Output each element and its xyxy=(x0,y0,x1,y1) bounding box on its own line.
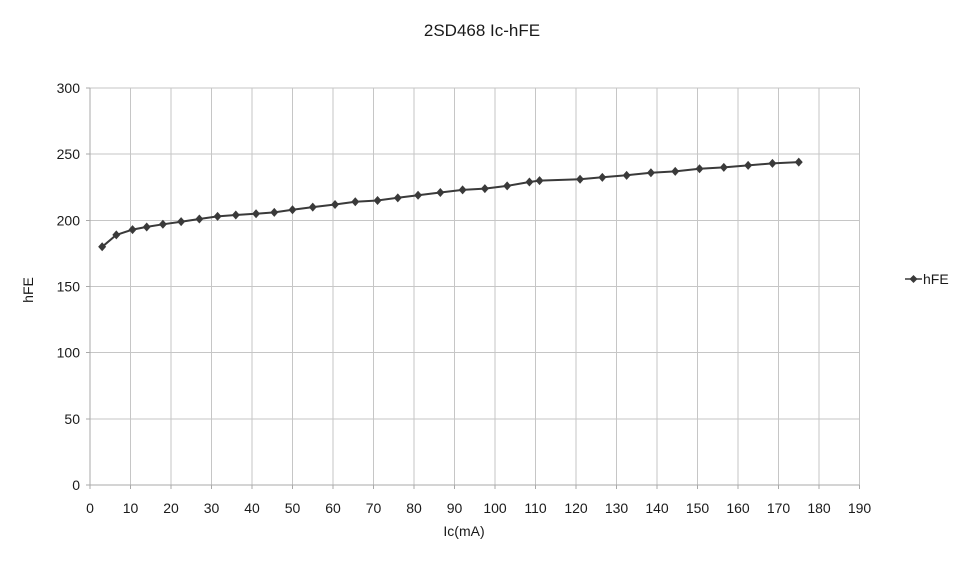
data-point-marker xyxy=(695,164,704,174)
data-point-marker xyxy=(768,158,777,168)
legend-diamond-icon xyxy=(909,275,918,283)
data-point-marker xyxy=(436,188,445,198)
data-point-marker xyxy=(535,176,544,186)
x-tick-label: 130 xyxy=(605,500,629,516)
x-tick-label: 100 xyxy=(483,500,507,516)
chart-title: 2SD468 Ic-hFE xyxy=(423,21,541,40)
data-point-marker xyxy=(744,160,753,170)
data-point-marker xyxy=(671,166,680,176)
x-tick-label: 160 xyxy=(726,500,750,516)
data-point-marker xyxy=(503,181,512,191)
data-point-marker xyxy=(719,162,728,172)
x-tick-label: 140 xyxy=(645,500,669,516)
x-tick-label: 0 xyxy=(86,500,94,516)
data-point-marker xyxy=(598,172,607,182)
x-tick-labels: 0 10 20 30 40 50 60 70 80 90 100 110 120 130 140 150 160… xyxy=(86,500,871,516)
x-tick-label: 120 xyxy=(564,500,588,516)
data-point-marker xyxy=(177,217,186,227)
x-tick-label: 170 xyxy=(767,500,791,516)
x-tick-label: 90 xyxy=(447,500,463,516)
legend-label: hFE xyxy=(923,271,949,287)
y-tick-labels: 0 50 100 150 200 250 300 xyxy=(57,80,81,493)
x-tick-label: 80 xyxy=(406,500,422,516)
data-point-marker xyxy=(231,210,240,220)
y-tick-label: 0 xyxy=(72,477,80,493)
series-hFE xyxy=(98,157,803,252)
y-tick-label: 150 xyxy=(57,279,81,295)
x-tick-label: 40 xyxy=(244,500,260,516)
data-point-marker xyxy=(331,199,340,209)
series-markers xyxy=(98,157,803,252)
x-tick-label: 10 xyxy=(123,500,139,516)
x-tick-label: 50 xyxy=(285,500,301,516)
x-tick-label: 190 xyxy=(848,500,872,516)
legend: hFE xyxy=(905,271,949,287)
data-point-marker xyxy=(288,205,297,215)
axes xyxy=(86,87,860,489)
x-tick-label: 20 xyxy=(163,500,179,516)
gridlines xyxy=(90,87,860,485)
data-point-marker xyxy=(414,190,423,200)
data-point-marker xyxy=(158,219,167,229)
data-point-marker xyxy=(458,185,467,195)
x-tick-label: 60 xyxy=(325,500,341,516)
data-point-marker xyxy=(142,222,151,232)
data-point-marker xyxy=(213,211,222,221)
y-tick-label: 250 xyxy=(57,146,81,162)
y-tick-label: 300 xyxy=(57,80,81,96)
y-tick-label: 100 xyxy=(57,345,81,361)
data-point-marker xyxy=(794,157,803,167)
data-point-marker xyxy=(480,184,489,194)
x-tick-label: 70 xyxy=(366,500,382,516)
legend-series-marker-icon xyxy=(905,275,922,283)
data-point-marker xyxy=(525,177,534,187)
data-point-marker xyxy=(308,202,317,212)
data-point-marker xyxy=(646,168,655,178)
x-axis-title: Ic(mA) xyxy=(443,523,485,539)
data-point-marker xyxy=(393,193,402,203)
data-point-marker xyxy=(195,214,204,224)
y-tick-label: 200 xyxy=(57,212,81,228)
data-point-marker xyxy=(622,170,631,180)
data-point-marker xyxy=(270,207,279,217)
x-tick-label: 180 xyxy=(807,500,831,516)
x-tick-label: 110 xyxy=(524,500,547,516)
series-line xyxy=(101,161,799,248)
x-tick-label: 30 xyxy=(204,500,220,516)
data-point-marker xyxy=(98,242,107,252)
data-point-marker xyxy=(112,230,121,240)
data-point-marker xyxy=(351,197,360,207)
y-axis-title: hFE xyxy=(20,277,36,303)
data-point-marker xyxy=(128,225,137,235)
x-tick-label: 150 xyxy=(686,500,710,516)
data-point-marker xyxy=(576,174,585,184)
y-tick-label: 50 xyxy=(64,411,80,427)
data-point-marker xyxy=(252,209,261,219)
data-point-marker xyxy=(373,195,382,205)
